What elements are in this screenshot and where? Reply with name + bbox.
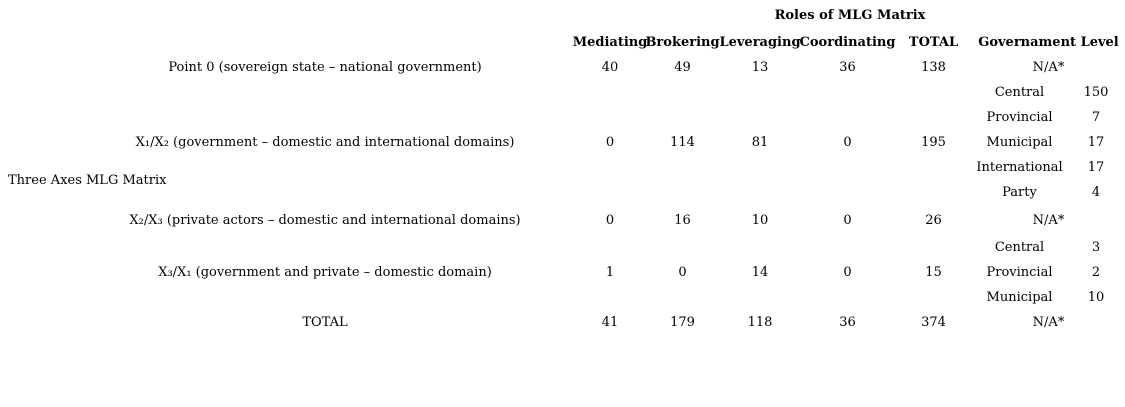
cell-value: 118 [747,315,773,330]
cell-value: 138 [921,60,946,75]
cell-value: 10 [751,212,769,228]
cell-value: 0 [843,265,852,280]
column-header-government-level: Governament Level [978,35,1119,50]
cell-value: 36 [839,60,856,75]
row-label-x1x2: X₁/X₂ (government – domestic and interna… [135,135,515,150]
column-header-brokering: Brokering [645,35,720,50]
cell-value: 40 [601,60,619,75]
column-header-mediating: Mediating [572,35,648,50]
cell-value: 49 [674,60,691,75]
cell-value: 374 [921,315,946,330]
gov-level-name: Municipal [986,135,1053,150]
cell-value: 16 [674,212,691,228]
gov-level-count: 150 [1083,85,1109,100]
cell-value: 1 [605,265,615,280]
row-label-point0: Point 0 (sovereign state – national gove… [168,60,482,75]
gov-level-name: International [976,160,1063,175]
cell-value: 0 [605,135,615,150]
gov-level-count: 4 [1091,185,1101,200]
column-header-leveraging: Leveraging [719,35,801,50]
gov-level-name: Central [994,240,1045,255]
cell-value: 26 [925,212,942,228]
cell-value: 15 [925,265,942,280]
na-cell: N/A* [1032,315,1065,330]
cell-value: 179 [670,315,695,330]
cell-value: 0 [605,212,615,228]
gov-level-count: 3 [1091,240,1101,255]
gov-level-count: 10 [1087,290,1105,305]
cell-value: 81 [751,135,769,150]
column-header-total: TOTAL [908,35,959,50]
cell-value: 114 [670,135,695,150]
na-cell: N/A* [1032,60,1065,75]
cell-value: 195 [921,135,946,150]
cell-value: 41 [601,315,619,330]
gov-level-count: 17 [1087,135,1105,150]
row-label-x3x1: X₃/X₁ (government and private – domestic… [158,265,492,280]
na-cell: N/A* [1032,212,1065,228]
gov-level-count: 17 [1087,160,1105,175]
axis-label: Three Axes MLG Matrix [8,172,167,188]
gov-level-count: 7 [1091,110,1101,125]
cell-value: 0 [843,212,852,228]
cell-value: 0 [843,135,852,150]
gov-level-name: Municipal [986,290,1053,305]
cell-value: 14 [751,265,769,280]
cell-value: 13 [751,60,769,75]
column-header-coordinating: Coordinating [799,35,896,50]
gov-level-count: 2 [1091,265,1101,280]
row-label-x2x3: X₂/X₃ (private actors – domestic and int… [129,212,521,228]
cell-value: 0 [678,265,687,280]
cell-value: 36 [839,315,856,330]
gov-level-name: Provincial [986,110,1053,125]
table-title: Roles of MLG Matrix [774,7,926,23]
row-label-total: TOTAL [302,315,348,330]
gov-level-name: Provincial [986,265,1053,280]
gov-level-name: Party [1002,185,1037,200]
gov-level-name: Central [994,85,1045,100]
